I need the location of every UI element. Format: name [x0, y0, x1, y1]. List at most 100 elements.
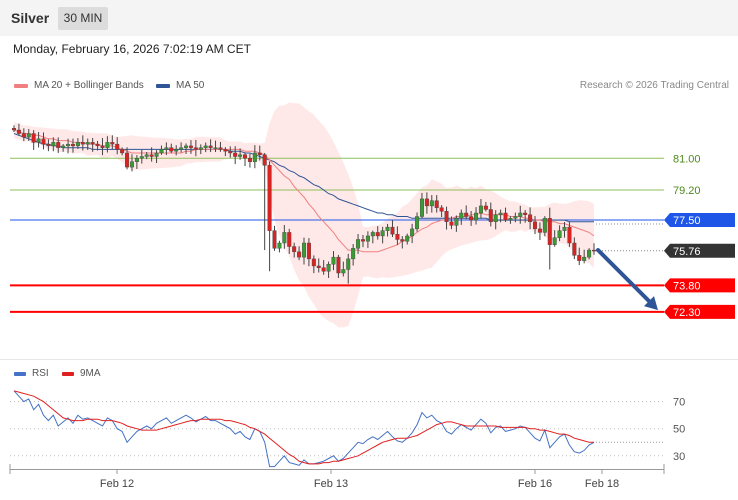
candle — [277, 240, 282, 253]
candle-body — [518, 212, 523, 217]
candle-body — [552, 237, 557, 245]
candle — [292, 242, 297, 258]
candle — [139, 149, 144, 164]
candle-body — [208, 145, 213, 148]
forecast-arrow — [596, 248, 658, 311]
candle-body — [164, 147, 169, 150]
level-label-81-00: 81.00 — [673, 153, 701, 165]
candle-body — [592, 249, 597, 252]
candle-body — [159, 149, 164, 154]
candle-body — [360, 239, 365, 242]
rsi-9ma-line — [13, 390, 594, 465]
chart-header: Silver 30 MIN — [0, 0, 738, 36]
candle-body — [415, 216, 420, 230]
candle — [90, 137, 95, 152]
candle — [306, 238, 311, 267]
legend-item-rsi: RSI — [14, 368, 49, 379]
candle — [228, 146, 233, 158]
candle — [218, 141, 223, 152]
candle-body — [90, 142, 95, 145]
candle — [302, 237, 307, 265]
candle — [557, 225, 562, 242]
candle — [169, 143, 174, 154]
candle-body — [341, 269, 346, 274]
candle — [336, 254, 341, 278]
legend-label-9ma: 9MA — [80, 368, 101, 379]
candle-body — [483, 205, 488, 210]
candle — [419, 192, 424, 219]
candle — [56, 137, 61, 153]
candle — [547, 207, 552, 270]
level-badge-73-80: 73.80 — [664, 278, 735, 293]
candle — [193, 139, 198, 157]
candle-body — [464, 212, 469, 217]
candle-body — [331, 256, 336, 265]
candle — [380, 226, 385, 244]
candle — [410, 223, 415, 244]
candle — [105, 136, 110, 153]
candle-body — [188, 145, 193, 148]
candle-body — [272, 230, 277, 249]
candle — [21, 128, 26, 142]
candle-body — [474, 212, 479, 221]
candle — [429, 195, 434, 213]
candle-body — [449, 221, 454, 226]
candle — [528, 207, 533, 230]
candle-body — [533, 221, 538, 230]
candle-body — [523, 212, 528, 215]
candle-body — [252, 152, 257, 162]
candle — [474, 207, 479, 225]
candle — [159, 145, 164, 155]
candle — [459, 209, 464, 225]
candle-body — [203, 145, 208, 148]
candle-body — [454, 218, 459, 226]
candle-body — [193, 147, 198, 150]
candle-body — [493, 214, 498, 223]
candle — [321, 260, 326, 275]
candle — [508, 216, 513, 224]
candle — [61, 144, 66, 152]
chart-datetime: Monday, February 16, 2026 7:02:19 AM CET — [13, 42, 251, 56]
candle — [331, 251, 336, 271]
candle-body — [587, 249, 592, 258]
candle — [375, 226, 380, 240]
candle — [184, 143, 189, 154]
level-label-72-30: 72.30 — [673, 307, 701, 319]
candle — [454, 215, 459, 232]
candle — [125, 147, 130, 170]
candle-body — [419, 198, 424, 217]
candle-body — [365, 235, 370, 242]
legend-label-ma50: MA 50 — [176, 80, 205, 91]
candle-body — [11, 128, 16, 131]
candle-body — [282, 232, 287, 244]
candle — [395, 226, 400, 245]
candle-body — [488, 209, 493, 223]
candle-body — [85, 142, 90, 145]
candle-body — [267, 165, 272, 231]
candle — [464, 205, 469, 220]
legend-label-rsi: RSI — [32, 368, 49, 379]
candle-body — [105, 142, 110, 148]
candle — [405, 233, 410, 245]
rsi-tick-50: 50 — [673, 424, 685, 436]
legend-swatch-ma20 — [14, 83, 28, 88]
candle-body — [380, 230, 385, 237]
candle-body — [95, 143, 100, 147]
candle-body — [582, 256, 587, 261]
candle-body — [184, 145, 189, 148]
candle — [478, 198, 483, 219]
candle — [134, 155, 139, 169]
candle — [488, 202, 493, 227]
candle — [179, 142, 184, 153]
candle-body — [395, 233, 400, 240]
candle-body — [542, 218, 547, 233]
candle — [46, 139, 51, 152]
timeframe-badge[interactable]: 30 MIN — [58, 7, 108, 30]
candle-body — [179, 147, 184, 150]
copyright-text: Research © 2026 Trading Central — [579, 80, 729, 91]
candle — [11, 125, 16, 132]
candle-body — [557, 230, 562, 238]
candle — [439, 205, 444, 218]
